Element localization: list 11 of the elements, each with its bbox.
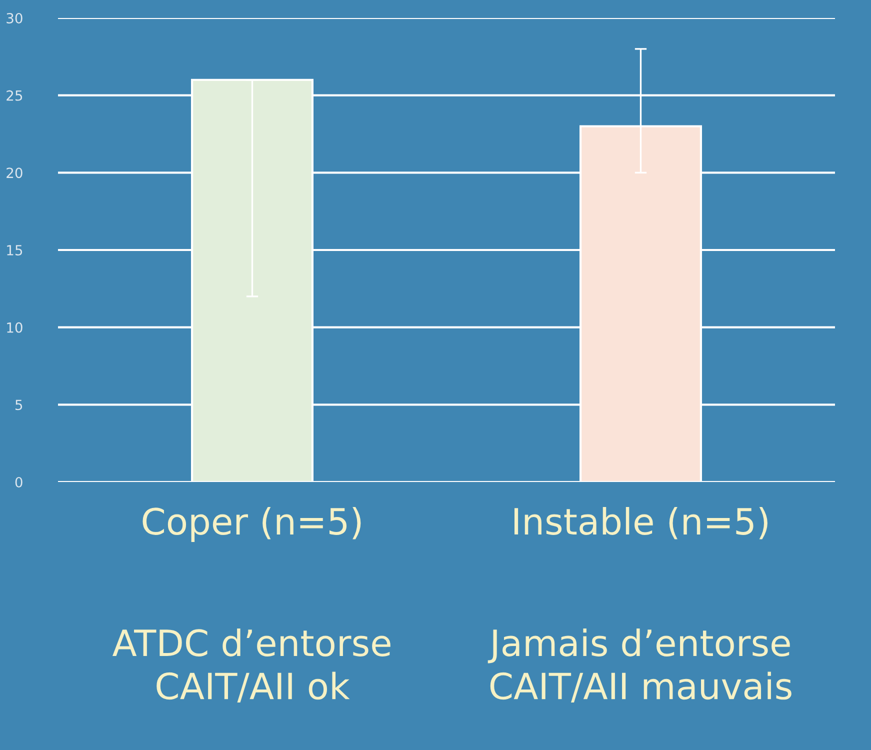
y-tick-label: 30 xyxy=(6,12,22,24)
y-tick-label: 20 xyxy=(6,168,22,178)
y-tick-label: 15 xyxy=(7,245,22,256)
y-tick-label: 5 xyxy=(16,400,22,410)
text: Jamais d’entorse CAIT/AII mauvais xyxy=(488,628,792,703)
text: ATDC d’entorse CAIT/AII ok xyxy=(112,628,390,703)
y-tick-label: 10 xyxy=(7,322,22,333)
y-tick-label: 0 xyxy=(15,476,22,488)
x-tick-label: Coper (n=5) xyxy=(142,507,361,542)
y-tick-label: 25 xyxy=(6,90,22,101)
x-tick-label: Instable (n=5) xyxy=(514,507,768,540)
